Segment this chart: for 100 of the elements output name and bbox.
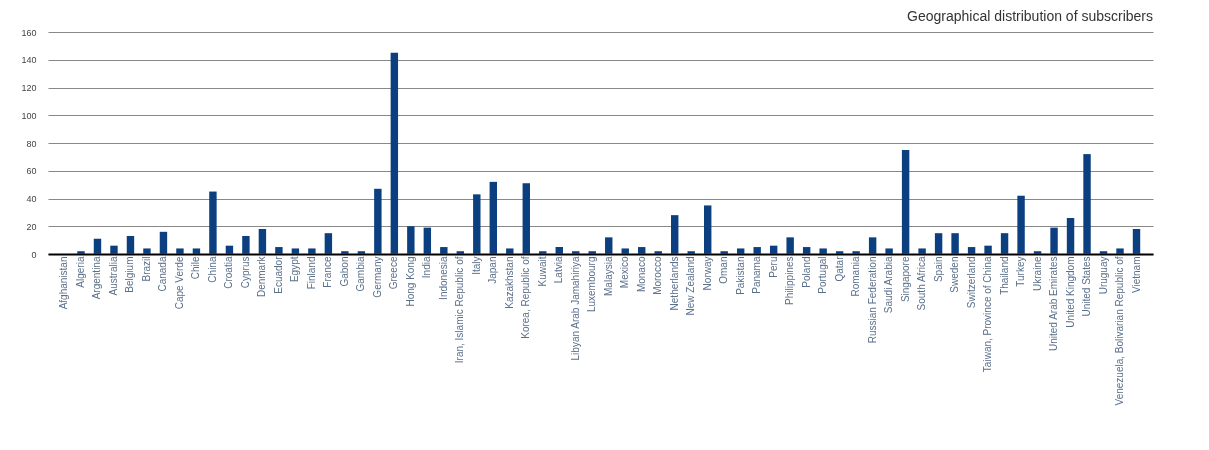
bar: [1066, 217, 1075, 254]
bar: [506, 248, 514, 254]
bar: [456, 251, 465, 254]
x-tick-label: Philippines: [784, 256, 796, 305]
bar: [605, 237, 613, 254]
x-tick-label: Germany: [371, 256, 383, 298]
y-tick-label: 140: [21, 55, 37, 66]
bar: [143, 248, 151, 254]
bar: [473, 194, 481, 254]
bar: [786, 237, 794, 254]
x-tick-label: Pakistan: [734, 256, 746, 295]
bar: [1050, 227, 1058, 254]
x-tick-label: Morocco: [652, 256, 664, 295]
x-tick-label: Canada: [157, 256, 169, 292]
y-tick-label: 40: [26, 194, 37, 204]
bar: [720, 251, 728, 254]
x-tick-label: France: [322, 256, 334, 288]
bar: [110, 245, 118, 254]
x-tick-label: Panama: [751, 256, 763, 294]
x-tick-label: Afghanistan: [58, 256, 70, 310]
bar: [390, 52, 399, 254]
x-tick-label: Hong Kong: [404, 256, 416, 307]
bar: [1000, 233, 1009, 254]
x-tick-label: Italy: [470, 256, 482, 275]
x-tick-label: Mexico: [619, 256, 631, 289]
x-tick-label: Korea, Republic of: [520, 256, 532, 339]
x-tick-label: Switzerland: [965, 256, 977, 309]
bar: [275, 247, 283, 254]
x-tick-label: Denmark: [256, 255, 268, 298]
bar: [555, 247, 563, 254]
x-tick-label: Gambia: [355, 256, 367, 292]
bar: [572, 251, 580, 254]
x-tick-label: Luxembourg: [586, 256, 598, 313]
x-tick-label: Kuwait: [536, 256, 548, 287]
y-tick-label: 100: [21, 110, 37, 121]
x-tick-label: India: [421, 256, 433, 279]
x-tick-label: Peru: [767, 256, 779, 278]
bar: [852, 251, 860, 254]
x-tick-label: Belgium: [124, 256, 136, 293]
y-tick-label: 80: [26, 138, 37, 149]
x-tick-label: South Africa: [916, 256, 928, 311]
bar: [357, 251, 366, 254]
bar: [753, 247, 761, 254]
x-tick-label: Venezuela, Bolivarian Republic of: [1114, 256, 1126, 406]
x-tick-label: Cyprus: [239, 256, 251, 289]
bar: [308, 248, 316, 254]
bar: [703, 205, 712, 254]
bar: [159, 231, 168, 254]
x-tick-label: Greece: [388, 256, 400, 290]
x-tick-label: Libyan Arab Jamahiriya: [569, 256, 581, 361]
bar: [209, 191, 217, 254]
x-tick-label: China: [206, 256, 218, 283]
x-tick-label: Singapore: [899, 256, 911, 303]
x-tick-label: United Arab Emirates: [1048, 256, 1060, 351]
x-tick-label: Turkey: [1015, 256, 1027, 287]
y-tick-label: 120: [21, 83, 37, 93]
x-tick-label: Malaysia: [602, 256, 614, 296]
x-tick-label: Brazil: [140, 256, 152, 282]
x-tick-label: Vietnam: [1130, 256, 1142, 294]
bar: [258, 229, 267, 254]
x-tick-label: Norway: [701, 256, 713, 291]
x-tick-label: Australia: [107, 256, 119, 296]
bar: [967, 247, 976, 254]
bar: [621, 248, 629, 254]
x-tick-label: Indonesia: [437, 256, 449, 300]
bar: [93, 238, 102, 254]
bar: [489, 181, 498, 254]
bar: [440, 247, 448, 254]
bar: [374, 188, 382, 254]
bar: [192, 248, 201, 254]
bar: [984, 245, 992, 254]
x-tick-label: Russian Federation: [866, 256, 878, 344]
bar: [522, 183, 530, 254]
bar: [225, 245, 234, 254]
x-tick-label: Uruguay: [1097, 256, 1109, 295]
chart-title: Geographical distribution of subscribers: [907, 8, 1153, 24]
bar: [242, 235, 250, 254]
x-tick-label: Latvia: [553, 256, 565, 284]
bar: [868, 237, 877, 254]
bar: [341, 251, 349, 254]
x-tick-label: Saudi Arabia: [883, 256, 895, 314]
bar: [638, 247, 646, 254]
x-tick-label: Finland: [305, 256, 317, 290]
x-tick-label: Poland: [800, 256, 812, 288]
bar: [588, 251, 596, 254]
bar: [126, 235, 135, 254]
y-tick-label: 160: [21, 27, 37, 38]
x-tick-label: Thailand: [998, 256, 1010, 295]
x-tick-label: New Zealand: [685, 256, 697, 316]
y-tick-label: 20: [26, 221, 37, 232]
x-tick-label: Croatia: [223, 256, 235, 289]
bar: [539, 251, 547, 254]
bar: [819, 248, 827, 254]
bar: [671, 215, 679, 254]
bar: [1099, 251, 1108, 254]
bar: [407, 226, 415, 254]
bar: [901, 149, 910, 254]
bar: [1017, 195, 1025, 254]
x-tick-label: Algeria: [74, 256, 86, 288]
bar: [918, 248, 926, 254]
